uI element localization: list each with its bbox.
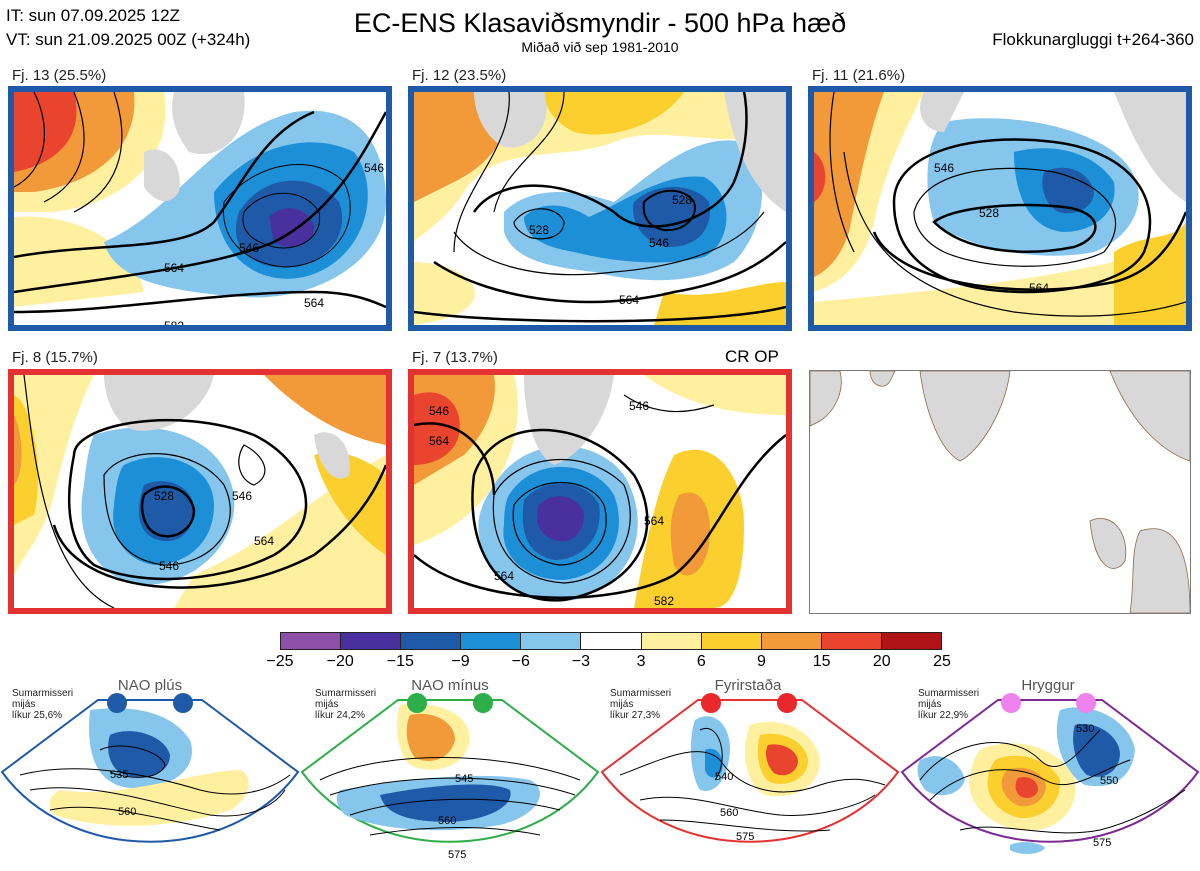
panel-label-fj11: Fj. 11 (21.6%) — [812, 67, 906, 84]
panel-label-fj7: Fj. 7 (13.7%) — [412, 349, 498, 366]
contour-label: 564 — [644, 514, 664, 528]
header-info: IT: sun 07.09.2025 12Z VT: sun 21.09.202… — [6, 4, 250, 52]
contour-label: 528 — [529, 223, 549, 237]
page-subtitle: Miðað við sep 1981-2010 — [521, 39, 679, 55]
cluster-map-fj13: 564 564 582 546 546 — [8, 86, 392, 331]
colorbar-tick-label: −9 — [451, 653, 470, 670]
contour-label: 546 — [629, 399, 649, 413]
colorbar-tick-label: −15 — [386, 653, 414, 670]
contour-label: 564 — [1029, 281, 1049, 295]
regime-fyrirstada: 540 560 575 Sumarmisseri mijás líkur 27,3%… — [600, 677, 900, 870]
regime-dot — [407, 693, 427, 713]
contour-label: 546 — [364, 161, 384, 175]
colorbar-tick-label: 9 — [757, 653, 766, 670]
regime-meta: Sumarmisseri mijás líkur 22,9% — [918, 688, 980, 721]
cluster-map-fj8: 528 546 564 546 — [8, 369, 392, 614]
colorbar-tick-label: 3 — [636, 653, 646, 670]
panel-label-fj13: Fj. 13 (25.5%) — [12, 67, 107, 84]
colorbar-swatch — [401, 633, 462, 649]
regime-name: Fyrirstaða — [714, 677, 782, 694]
contour-label: 528 — [154, 489, 174, 503]
valid-time: VT: sun 21.09.2025 00Z (+324h) — [6, 30, 251, 49]
contour-label: 528 — [979, 206, 999, 220]
contour-label: 546 — [934, 161, 954, 175]
colorbar-swatch — [881, 633, 942, 649]
contour-label: 564 — [164, 261, 184, 275]
contour-label: 546 — [232, 489, 252, 503]
colorbar-swatch — [281, 633, 342, 649]
panel-label-fj8: Fj. 8 (15.7%) — [12, 349, 98, 366]
regime-contour: 575 — [1093, 837, 1111, 849]
colorbar-swatch — [581, 633, 642, 649]
regime-contour: 540 — [715, 771, 733, 783]
regime-contour: 560 — [118, 806, 136, 818]
colorbar — [280, 632, 942, 650]
regime-nao-minus: 545 560 575 Sumarmisseri mijás líkur 24,2%… — [300, 677, 600, 870]
regime-contour: 560 — [720, 807, 738, 819]
colorbar-tick-label: 20 — [872, 653, 891, 670]
regime-contour: 575 — [736, 831, 754, 843]
regime-contour: 575 — [448, 849, 466, 861]
contour-label: 564 — [429, 434, 449, 448]
colorbar-swatch — [521, 633, 582, 649]
issue-time: IT: sun 07.09.2025 12Z — [6, 6, 180, 25]
cluster-map-fj12: 528 528 546 564 — [408, 86, 792, 331]
regime-dot — [173, 693, 193, 713]
colorbar-tick-label: −20 — [326, 653, 354, 670]
panel-label-fj12: Fj. 12 (23.5%) — [412, 67, 507, 84]
cr-op-label: CR OP — [725, 347, 779, 366]
regime-hryggur: 530 550 575 Sumarmisseri mijás líkur 22,9%… — [900, 677, 1200, 870]
page-title: EC-ENS Klasaviðsmyndir - 500 hPa hæð — [353, 8, 847, 38]
colorbar-tick-label: 15 — [812, 653, 831, 670]
regime-contour: 545 — [455, 773, 473, 785]
contour-label: 564 — [494, 569, 514, 583]
colorbar-ticks: −25 −20 −15 −9 −6 −3 3 6 9 15 20 25 — [250, 653, 972, 675]
regime-name: NAO mínus — [411, 677, 489, 694]
contour-label: 564 — [619, 293, 639, 307]
regime-dot — [1076, 693, 1096, 713]
classification-window: Flokkunargluggi t+264-360 — [992, 30, 1194, 49]
contour-label: 564 — [304, 296, 324, 310]
regime-dot — [701, 693, 721, 713]
regime-dot — [1001, 693, 1021, 713]
regime-dot — [777, 693, 797, 713]
contour-label: 528 — [672, 193, 692, 207]
regime-contour: 530 — [1076, 723, 1094, 735]
regime-meta: Sumarmisseri mijás líkur 25,6% — [12, 688, 74, 721]
colorbar-swatch — [821, 633, 882, 649]
colorbar-tick-label: −3 — [571, 653, 591, 670]
colorbar-swatch — [761, 633, 822, 649]
colorbar-tick-label: −6 — [511, 653, 530, 670]
colorbar-swatch — [641, 633, 702, 649]
colorbar-tick-label: 25 — [933, 653, 951, 670]
colorbar-swatch — [341, 633, 402, 649]
regime-dot — [107, 693, 127, 713]
contour-label: 546 — [159, 559, 179, 573]
regime-dot — [473, 693, 493, 713]
contour-label: 546 — [429, 404, 449, 418]
contour-label: 564 — [254, 534, 274, 548]
colorbar-tick-label: 6 — [696, 653, 706, 670]
regime-name: Hryggur — [1021, 677, 1075, 694]
regime-name: NAO plús — [117, 677, 183, 694]
regime-contour: 550 — [1100, 775, 1118, 787]
contour-label: 582 — [164, 319, 184, 325]
regime-contour: 535 — [110, 769, 128, 781]
regime-nao-plus: 535 560 Sumarmisseri mijás líkur 25,6% NAO… — [0, 677, 300, 870]
colorbar-tick-label: −25 — [266, 653, 294, 670]
cluster-map-fj7: 546 564 546 564 564 582 — [408, 369, 792, 614]
cluster-map-fj11: 546 528 564 — [808, 86, 1192, 331]
regime-meta: Sumarmisseri mijás líkur 27,3% — [610, 688, 672, 721]
regime-meta: Sumarmisseri mijás líkur 24,2% — [315, 688, 377, 721]
colorbar-swatch — [701, 633, 762, 649]
regime-contour: 560 — [438, 815, 456, 827]
colorbar-swatch — [461, 633, 522, 649]
contour-label: 546 — [649, 236, 669, 250]
base-map-panel — [809, 370, 1191, 614]
contour-label: 546 — [239, 241, 259, 255]
contour-label: 582 — [654, 594, 674, 608]
